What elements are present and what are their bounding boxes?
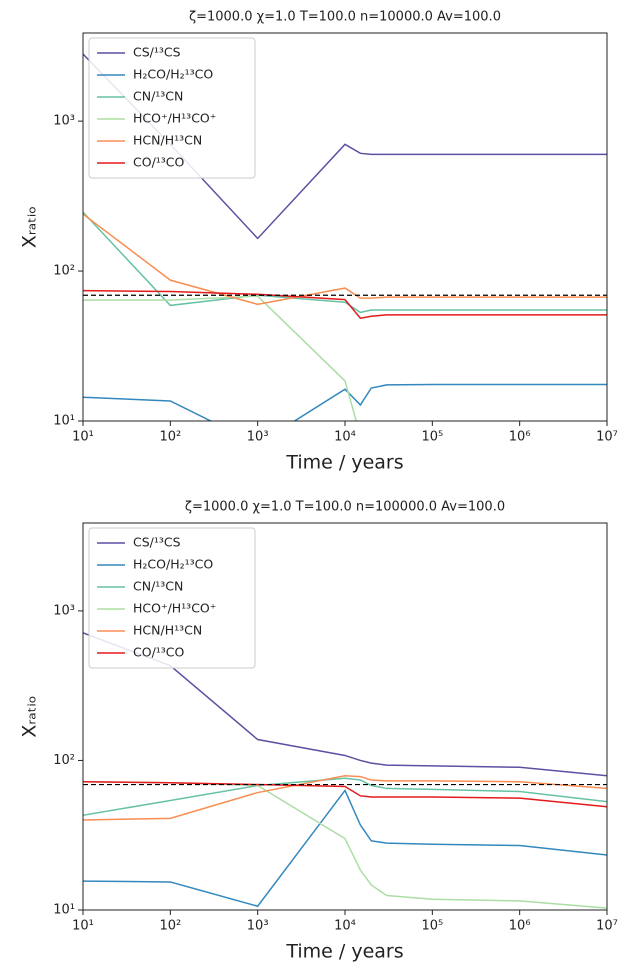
legend-label: CO/¹³CO [133, 645, 185, 660]
series-line [83, 777, 607, 816]
series-line [83, 781, 607, 808]
x-tick-label: 10¹ [72, 430, 94, 445]
legend-label: CN/¹³CN [133, 89, 183, 104]
legend-label: HCO⁺/H¹³CO⁺ [133, 601, 216, 616]
x-tick-label: 10⁷ [596, 430, 618, 445]
y-tick-label: 10³ [53, 114, 75, 129]
legend-label: CO/¹³CO [133, 155, 185, 170]
y-tick-label: 10² [53, 753, 75, 768]
legend-label: HCN/H¹³CN [133, 133, 202, 148]
x-tick-label: 10² [159, 919, 181, 934]
legend-label: H₂CO/H₂¹³CO [133, 67, 213, 82]
y-tick-label: 10¹ [53, 903, 75, 918]
series-line [83, 781, 607, 909]
legend-label: H₂CO/H₂¹³CO [133, 557, 213, 572]
series-line [83, 632, 607, 777]
x-tick-label: 10⁴ [334, 430, 356, 445]
x-tick-label: 10³ [247, 430, 269, 445]
plot-area [83, 53, 607, 421]
y-axis-label: Xᵣₐₜᵢₒ [19, 206, 41, 248]
x-axis-label: Time / years [285, 941, 403, 963]
x-tick-label: 10⁴ [334, 919, 356, 934]
x-tick-label: 10² [159, 430, 181, 445]
series-line [83, 295, 358, 421]
legend-box [88, 527, 256, 669]
legend-label: HCN/H¹³CN [133, 623, 202, 638]
legend-box [88, 37, 256, 179]
x-tick-label: 10⁶ [509, 919, 531, 934]
series-line [83, 775, 607, 821]
legend-label: CS/¹³CS [133, 45, 181, 60]
y-tick-label: 10³ [53, 603, 75, 618]
x-tick-label: 10¹ [72, 919, 94, 934]
x-tick-label: 10³ [247, 919, 269, 934]
series-line [83, 211, 607, 314]
legend-label: CS/¹³CS [133, 535, 181, 550]
y-tick-label: 10¹ [53, 414, 75, 429]
x-axis-label: Time / years [285, 452, 403, 474]
legend-label: HCO⁺/H¹³CO⁺ [133, 111, 216, 126]
series-line [83, 53, 607, 240]
x-tick-label: 10⁵ [421, 919, 443, 934]
subplot: ζ=1000.0 χ=1.0 T=100.0 n=100000.0 Av=100… [19, 500, 618, 963]
axes-frame [82, 522, 608, 911]
series-line [83, 788, 607, 908]
series-line [83, 383, 607, 421]
subplot: ζ=1000.0 χ=1.0 T=100.0 n=10000.0 Av=100.… [19, 10, 618, 474]
legend-label: CN/¹³CN [133, 579, 183, 594]
axes-frame [82, 32, 608, 422]
chart-title: ζ=1000.0 χ=1.0 T=100.0 n=10000.0 Av=100.… [189, 10, 501, 25]
y-tick-label: 10² [53, 264, 75, 279]
x-tick-label: 10⁵ [421, 430, 443, 445]
y-axis-label: Xᵣₐₜᵢₒ [19, 695, 41, 737]
x-tick-label: 10⁶ [509, 430, 531, 445]
x-tick-label: 10⁷ [596, 919, 618, 934]
plot-area [83, 632, 607, 909]
series-line [83, 289, 607, 319]
chart-title: ζ=1000.0 χ=1.0 T=100.0 n=100000.0 Av=100… [185, 500, 505, 515]
